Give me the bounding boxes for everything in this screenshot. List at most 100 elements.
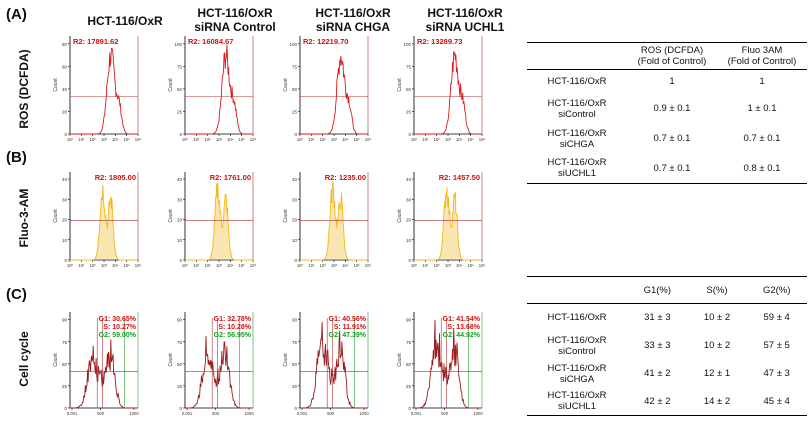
column-title-2-line1: HCT-116/OxR <box>197 6 273 20</box>
table-ros-fluo: ROS (DCFDA) (Fold of Control) Fluo 3AM (… <box>527 42 807 184</box>
x-tick-label: 10⁵ <box>353 263 360 268</box>
x-tick-label: 10⁰ <box>67 137 74 142</box>
y-tick-label: 80 <box>62 42 68 47</box>
cycle-histogram-line <box>70 339 138 409</box>
ros-histogram-line <box>300 55 368 135</box>
x-tick-label: 500 <box>327 411 335 416</box>
y-tick-label: 30 <box>292 197 298 202</box>
g1-label: G1: 32.78% <box>214 316 252 323</box>
table-cell-fluo: 1 ± 0.1 <box>747 103 777 114</box>
x-tick-label: 10⁰ <box>411 263 418 268</box>
x-tick-label: 10⁴ <box>227 263 234 268</box>
gate-value-label: R2: 1457.50 <box>439 173 480 182</box>
x-tick-label: 10¹ <box>78 263 85 268</box>
x-tick-label: 10⁰ <box>297 263 304 268</box>
x-tick-label: 10⁵ <box>238 263 245 268</box>
y-tick-label: 10 <box>62 238 68 243</box>
y-tick-label: 20 <box>177 218 183 223</box>
x-tick-label: 10² <box>320 137 327 142</box>
x-tick-label: 10⁶ <box>479 263 486 268</box>
g2-label: G2: 59.00% <box>99 332 137 339</box>
table-cell-ros: 0.7 ± 0.1 <box>627 153 717 184</box>
x-tick-label: 10² <box>434 137 441 142</box>
table-row: HCT-116/OxR siControl 0.9 ± 0.1 1 ± 0.1 <box>527 94 807 124</box>
x-tick-label: 1000 <box>244 411 254 416</box>
fluo-histogram-fill <box>70 184 138 260</box>
x-tick-label: 10² <box>205 137 212 142</box>
s-label: S: 10.28% <box>218 324 251 331</box>
y-tick-label: 20 <box>62 218 68 223</box>
x-tick-label: 500 <box>212 411 220 416</box>
x-tick-label: 1000 <box>473 411 483 416</box>
table-row: HCT-116/OxR siUCHL1 42 ± 2 14 ± 2 45 ± 4 <box>527 387 807 416</box>
g1-label: G1: 30.65% <box>99 316 137 323</box>
x-tick-label: 10⁶ <box>479 137 486 142</box>
x-tick-label: 500 <box>441 411 449 416</box>
y-tick-label: 10 <box>292 238 298 243</box>
panel-label-b: (B) <box>6 149 27 166</box>
column-title-3: HCT-116/OxR siRNA CHGA <box>298 6 408 34</box>
panel-label-a: (A) <box>6 6 27 23</box>
x-tick-label: 10² <box>90 137 97 142</box>
x-tick-label: 10⁶ <box>250 137 257 142</box>
column-title-2-line2: siRNA Control <box>194 20 276 34</box>
y-tick-label: 30 <box>406 197 412 202</box>
table-ros-header-fluo: Fluo 3AM (Fold of Control) <box>717 42 807 70</box>
table-row: HCT-116/OxR siUCHL1 0.7 ± 0.1 0.8 ± 0.1 <box>527 153 807 184</box>
y-axis-label: Count <box>168 78 174 92</box>
x-tick-label: 10¹ <box>422 263 429 268</box>
x-tick-label: 1000 <box>359 411 369 416</box>
column-title-1-line1: HCT-116/OxR <box>87 14 163 28</box>
y-tick-label: 90 <box>62 318 68 323</box>
y-axis-label: Count <box>397 78 403 92</box>
x-tick-label: 0.001 <box>411 411 422 416</box>
g1-label: G1: 40.56% <box>329 316 367 323</box>
s-label: S: 10.27% <box>103 324 136 331</box>
gate-value-label: R2: 1235.00 <box>325 173 366 182</box>
x-tick-label: 10⁶ <box>135 263 142 268</box>
table-cell-g2: 47 ± 3 <box>763 368 790 379</box>
table-cell-s: 10 ± 2 <box>703 340 731 351</box>
x-tick-label: 10¹ <box>193 263 200 268</box>
fluo-histogram-line <box>414 187 482 261</box>
y-axis-label: Count <box>397 209 403 223</box>
cycle-histogram-line <box>185 336 253 409</box>
table-cell-fluo: 0.8 ± 0.1 <box>717 153 807 184</box>
x-tick-label: 10⁴ <box>342 137 349 142</box>
table-row: HCT-116/OxR 1 1 <box>527 70 807 94</box>
y-tick-label: 0 <box>408 258 411 263</box>
table-cell-g2: 57 ± 5 <box>763 340 790 351</box>
x-tick-label: 0.001 <box>67 411 78 416</box>
y-tick-label: 90 <box>292 318 298 323</box>
x-tick-label: 10⁵ <box>238 137 245 142</box>
y-axis-label: Count <box>53 353 59 367</box>
y-tick-label: 75 <box>406 64 412 69</box>
table-cell-ros: 0.9 ± 0.1 <box>653 103 691 114</box>
y-tick-label: 0 <box>179 132 182 137</box>
g2-label: G2: 56.95% <box>214 332 252 339</box>
x-tick-label: 10³ <box>445 137 452 142</box>
y-tick-label: 50 <box>406 362 412 367</box>
table-row: HCT-116/OxR siCHGA 0.7 ± 0.1 0.7 ± 0.1 <box>527 124 807 154</box>
table-cell-name: HCT-116/OxR siControl <box>547 97 607 120</box>
gate-value-label: R2: 13289.73 <box>417 37 462 46</box>
ros-histogram-line <box>414 51 482 135</box>
y-tick-label: 50 <box>62 362 68 367</box>
table-cell-g1: 41 ± 2 <box>644 368 671 379</box>
gate-value-label: R2: 12219.70 <box>303 37 348 46</box>
table-cell-g2: 59 ± 4 <box>763 312 790 324</box>
table-cell-ros: 0.7 ± 0.1 <box>653 133 691 144</box>
gate-value-label: R2: 1761.00 <box>210 173 251 182</box>
y-tick-label: 10 <box>177 238 183 243</box>
table-ros-header-ros: ROS (DCFDA) (Fold of Control) <box>627 42 717 70</box>
table-cell-name: HCT-116/OxR siCHGA <box>547 127 607 150</box>
column-title-1: HCT-116/OxR <box>70 14 180 28</box>
y-tick-label: 10 <box>406 238 412 243</box>
y-tick-label: 20 <box>62 109 68 114</box>
y-tick-label: 20 <box>292 218 298 223</box>
table-cell-g2: 45 ± 4 <box>746 387 807 416</box>
x-tick-label: 10² <box>320 263 327 268</box>
x-tick-label: 10⁴ <box>112 263 119 268</box>
column-title-3-line2: siRNA CHGA <box>315 20 391 34</box>
ros-histogram-line <box>185 44 253 135</box>
